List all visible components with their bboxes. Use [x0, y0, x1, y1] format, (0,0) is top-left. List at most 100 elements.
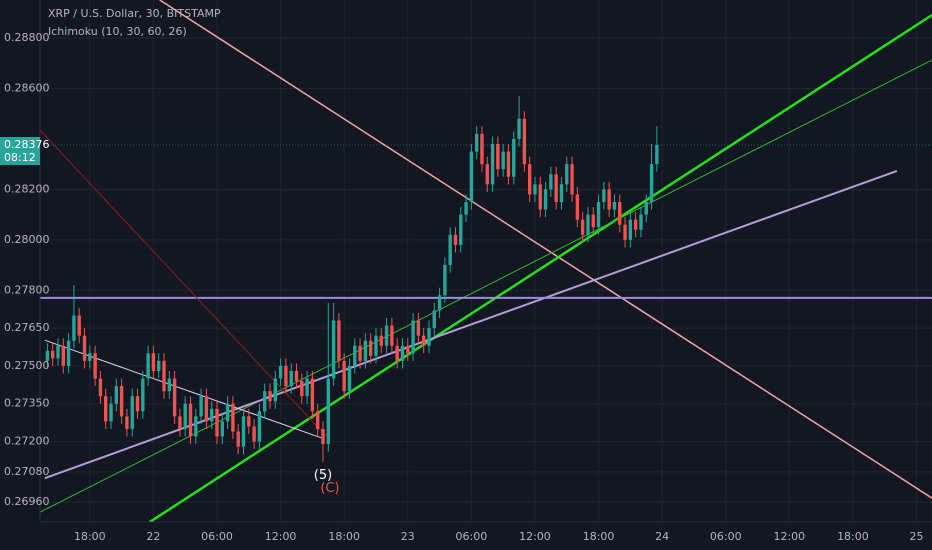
candle-body: [623, 224, 627, 240]
candle-body: [554, 174, 558, 202]
x-tick-label: 12:00: [773, 530, 805, 543]
candle-body: [347, 365, 352, 392]
candle-body: [315, 411, 320, 429]
x-tick-label: 22: [146, 530, 160, 543]
candle-body: [549, 174, 553, 190]
candle-body: [469, 151, 474, 202]
candle-body: [538, 184, 542, 210]
candle-body: [151, 353, 156, 371]
candle-body: [273, 378, 277, 402]
candle-body: [247, 416, 251, 427]
candle-body: [474, 133, 479, 152]
candle-body: [220, 421, 224, 437]
candle-body: [61, 345, 66, 366]
y-tick-label: 0.27200: [4, 435, 50, 448]
candle-body: [262, 391, 267, 412]
x-tick-label: 24: [655, 530, 669, 543]
candle-body: [565, 164, 569, 185]
candle-body: [580, 219, 585, 235]
candle-body: [109, 403, 113, 422]
plot-area: (5)(C): [40, 0, 932, 522]
candle-body: [379, 335, 383, 346]
candle-body: [522, 118, 527, 165]
candle-body: [448, 234, 452, 266]
candle-body: [411, 320, 415, 354]
candle-body: [395, 345, 399, 361]
candle-body: [607, 189, 611, 210]
candle-body: [321, 428, 325, 445]
candle-body: [178, 416, 182, 429]
candle-body: [400, 345, 405, 361]
candle-body: [326, 378, 330, 445]
candle-body: [437, 295, 442, 311]
candle-body: [591, 214, 595, 228]
candle-body: [77, 315, 81, 336]
candle-body: [130, 396, 134, 429]
candle-body: [215, 408, 219, 437]
candle-body: [104, 396, 108, 422]
candle-body: [56, 345, 60, 359]
candle-body: [485, 164, 489, 185]
y-tick-label: 0.28800: [4, 31, 50, 44]
candle-body: [135, 396, 140, 412]
trendline: [149, 14, 932, 522]
candle-body: [543, 189, 548, 210]
candle-body: [257, 411, 262, 442]
candle-body: [432, 310, 436, 329]
candle-body: [421, 335, 426, 346]
candle-body: [368, 340, 373, 356]
y-tick-label: 0.27800: [4, 283, 50, 296]
x-tick-label: 23: [401, 530, 415, 543]
wave-label: (C): [320, 481, 339, 496]
candle-body: [602, 189, 606, 202]
candle-body: [655, 145, 659, 165]
candle-body: [633, 219, 638, 230]
candle-body: [390, 325, 394, 346]
y-tick-label: 0.28200: [4, 182, 50, 195]
candle-body: [278, 365, 283, 379]
candle-body: [596, 201, 601, 228]
candle-body: [66, 340, 71, 366]
candle-body: [188, 403, 193, 437]
candle-body: [51, 350, 55, 359]
wave-label: (5): [314, 468, 332, 483]
candle-body: [98, 378, 103, 397]
candle-body: [628, 219, 633, 240]
y-tick-label: 0.26960: [4, 495, 50, 508]
candle-body: [231, 403, 235, 432]
candle-body: [88, 353, 92, 361]
candle-body: [300, 381, 304, 397]
countdown-label: 08:12: [4, 151, 36, 164]
candle-body: [146, 353, 150, 379]
candle-body: [453, 234, 458, 245]
y-tick-label: 0.27080: [4, 465, 50, 478]
x-tick-label: 18:00: [837, 530, 869, 543]
candle-body: [294, 370, 299, 382]
candle-body: [337, 320, 341, 361]
candle-body: [480, 133, 484, 165]
candle-body: [225, 403, 230, 422]
x-tick-label: 12:00: [265, 530, 297, 543]
candle-body: [342, 360, 346, 392]
y-tick-label: 0.28000: [4, 233, 50, 246]
last-price-badge: [0, 137, 40, 166]
candle-body: [559, 184, 564, 202]
candle-body: [72, 315, 76, 341]
candle-body: [284, 365, 288, 387]
candle-body: [570, 164, 574, 195]
candle-body: [506, 151, 511, 177]
candle-body: [501, 151, 505, 170]
trendline: [40, 59, 932, 513]
candle-body: [517, 118, 521, 139]
candle-body: [268, 391, 272, 402]
candle-body: [172, 378, 177, 417]
candle-body: [289, 370, 293, 387]
y-tick-label: 0.27500: [4, 359, 50, 372]
candle-body: [45, 350, 50, 361]
candle-body: [575, 194, 580, 220]
candle-body: [331, 320, 336, 379]
x-tick-label: 18:00: [328, 530, 360, 543]
last-price-label: 0.28376: [4, 138, 50, 151]
trendline: [40, 129, 331, 441]
